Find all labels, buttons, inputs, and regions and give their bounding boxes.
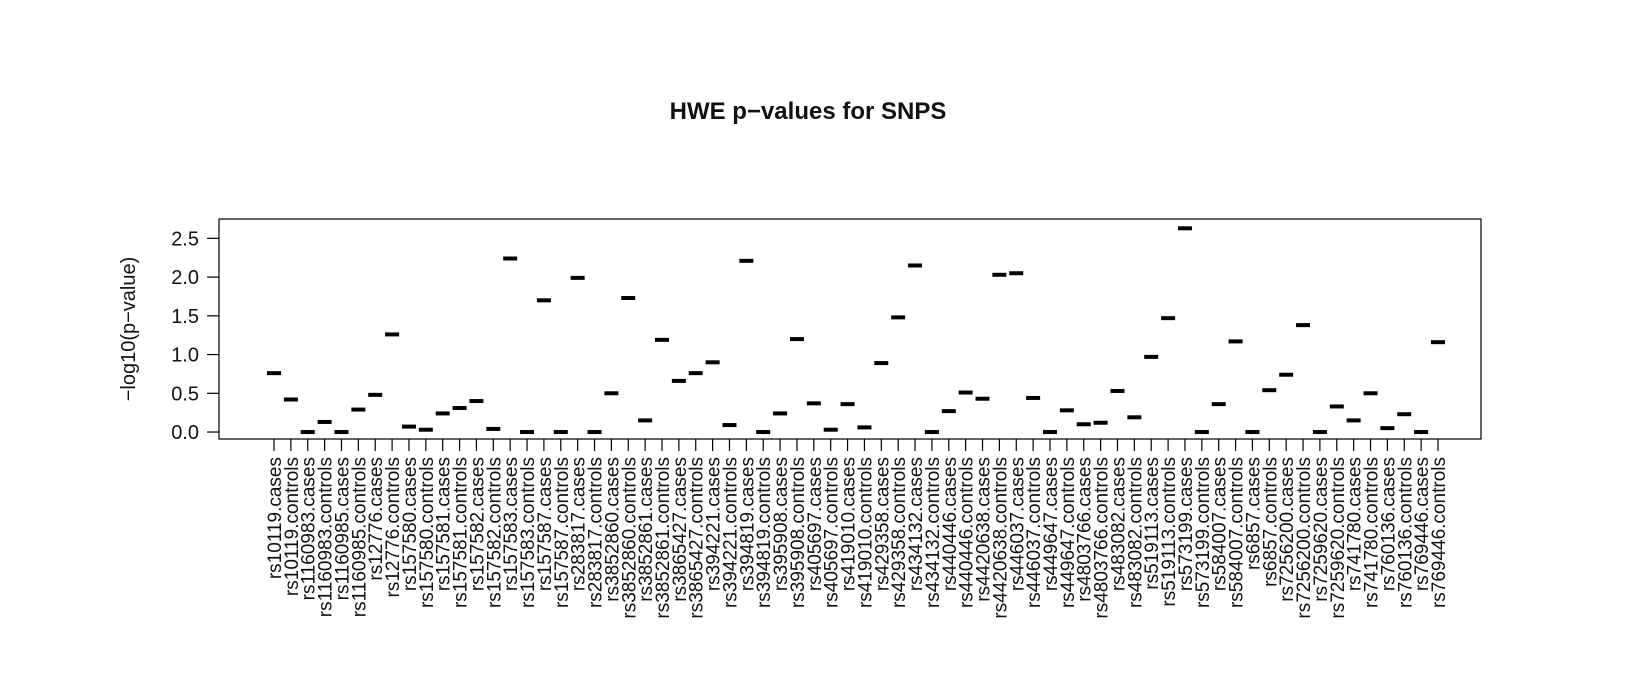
plot-frame — [218, 218, 1482, 440]
x-tick-label: rs584007.controls — [1227, 457, 1248, 608]
x-tick-label: rs584007.cases — [1210, 457, 1231, 591]
x-tick-label: rs4420638.cases — [974, 457, 995, 602]
x-tick-label: rs429358.cases — [872, 457, 893, 591]
x-axis: rs10119.casesrs10119.controlsrs1160983.c… — [265, 439, 1450, 619]
x-tick-label: rs7259620.cases — [1311, 457, 1332, 602]
x-tick-label: rs157582.controls — [484, 457, 505, 608]
chart-title: HWE p−values for SNPS — [670, 98, 947, 125]
x-tick-label: rs419010.cases — [839, 457, 860, 591]
x-tick-label: rs741780.cases — [1345, 457, 1366, 591]
x-tick-label: rs157582.cases — [467, 457, 488, 591]
y-tick-label: 2.5 — [171, 228, 199, 250]
x-tick-label: rs446037.controls — [1024, 457, 1045, 608]
x-tick-label: rs157583.cases — [501, 457, 522, 591]
data-marks — [267, 226, 1445, 435]
x-tick-label: rs440446.controls — [957, 457, 978, 608]
x-tick-label: rs760136.cases — [1378, 457, 1399, 591]
x-tick-label: rs157580.cases — [400, 457, 421, 591]
y-tick-label: 0.0 — [171, 422, 199, 444]
y-tick-label: 1.5 — [171, 306, 199, 328]
x-tick-label: rs6857.controls — [1260, 457, 1281, 587]
x-tick-label: rs405697.cases — [805, 457, 826, 591]
y-axis: 0.0 0.5 1.0 1.5 2.0 2.5 — [171, 228, 219, 444]
x-tick-label: rs1160985.cases — [332, 457, 353, 600]
x-tick-label: rs3852861.controls — [653, 457, 674, 619]
x-tick-label: rs449647.cases — [1041, 457, 1062, 591]
x-tick-label: rs12776.cases — [366, 457, 387, 581]
x-tick-label: rs3865427.controls — [687, 457, 708, 619]
x-tick-label: rs4803766.controls — [1092, 457, 1113, 619]
x-tick-label: rs157587.cases — [535, 457, 556, 591]
x-tick-label: rs434132.cases — [906, 457, 927, 591]
x-tick-label: rs769446.cases — [1412, 457, 1433, 591]
x-tick-label: rs394819.controls — [754, 457, 775, 608]
x-tick-label: rs449647.controls — [1058, 457, 1079, 608]
x-tick-label: rs395908.controls — [788, 457, 809, 608]
x-tick-label: rs157581.controls — [451, 457, 472, 608]
x-tick-label: rs519113.controls — [1159, 457, 1180, 607]
x-tick-label: rs7256200.controls — [1294, 457, 1315, 619]
x-tick-label: rs741780.controls — [1362, 457, 1383, 608]
y-tick-label: 0.5 — [171, 383, 199, 405]
x-tick-label: rs760136.controls — [1395, 457, 1416, 608]
x-tick-label: rs157580.controls — [417, 457, 438, 608]
x-tick-label: rs429358.controls — [889, 457, 910, 608]
x-tick-label: rs283817.cases — [569, 457, 590, 591]
x-tick-label: rs483082.cases — [1108, 457, 1129, 591]
x-tick-label: rs6857.cases — [1243, 457, 1264, 570]
x-tick-label: rs394819.cases — [737, 457, 758, 591]
x-tick-label: rs483082.controls — [1125, 457, 1146, 608]
y-tick-label: 1.0 — [171, 345, 199, 367]
x-tick-label: rs3852860.controls — [619, 457, 640, 619]
x-tick-label: rs3852860.cases — [602, 457, 623, 602]
x-tick-label: rs1160985.controls — [349, 457, 370, 617]
x-tick-label: rs4803766.cases — [1075, 457, 1096, 602]
x-tick-label: rs283817.controls — [586, 457, 607, 608]
x-tick-label: rs3865427.cases — [670, 457, 691, 602]
x-tick-label: rs395908.cases — [771, 457, 792, 591]
y-axis-label: −log10(p−value) — [118, 257, 140, 402]
x-tick-label: rs157587.controls — [552, 457, 573, 608]
y-tick-label: 2.0 — [171, 267, 199, 289]
x-tick-label: rs7256200.cases — [1277, 457, 1298, 602]
x-tick-label: rs3852861.cases — [636, 457, 657, 602]
x-tick-label: rs519113.cases — [1142, 457, 1163, 590]
x-tick-label: rs1160983.controls — [316, 457, 337, 617]
x-tick-label: rs405697.controls — [822, 457, 843, 608]
x-tick-label: rs4420638.controls — [990, 457, 1011, 619]
x-tick-label: rs434132.controls — [923, 457, 944, 608]
x-tick-label: rs440446.cases — [940, 457, 961, 591]
x-tick-label: rs12776.controls — [383, 457, 404, 597]
x-tick-label: rs769446.controls — [1429, 457, 1450, 608]
x-tick-label: rs7259620.controls — [1328, 457, 1349, 619]
x-tick-label: rs573199.controls — [1193, 457, 1214, 608]
x-tick-label: rs419010.controls — [855, 457, 876, 608]
x-tick-label: rs10119.controls — [282, 457, 303, 596]
x-tick-label: rs157581.cases — [434, 457, 455, 591]
x-tick-label: rs394221.cases — [704, 457, 725, 591]
x-tick-label: rs1160983.cases — [299, 457, 320, 600]
x-tick-label: rs394221.controls — [720, 457, 741, 608]
x-tick-label: rs157583.controls — [518, 457, 539, 608]
x-tick-label: rs446037.cases — [1007, 457, 1028, 591]
x-tick-label: rs10119.cases — [265, 457, 286, 579]
x-tick-label: rs573199.cases — [1176, 457, 1197, 591]
